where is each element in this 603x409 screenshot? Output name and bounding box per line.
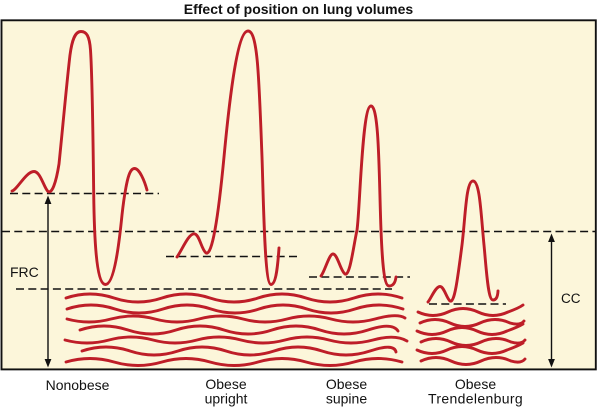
svg-text:Obese: Obese (326, 376, 367, 392)
svg-text:upright: upright (205, 391, 248, 407)
svg-text:Obese: Obese (455, 376, 496, 392)
svg-text:CC: CC (561, 291, 581, 306)
svg-text:Obese: Obese (205, 376, 246, 392)
svg-text:supine: supine (326, 391, 367, 407)
svg-text:FRC: FRC (10, 264, 39, 280)
svg-text:Nonobese: Nonobese (46, 377, 110, 393)
svg-text:Effect of position on lung vol: Effect of position on lung volumes (184, 1, 414, 17)
svg-text:Trendelenburg: Trendelenburg (428, 391, 523, 407)
